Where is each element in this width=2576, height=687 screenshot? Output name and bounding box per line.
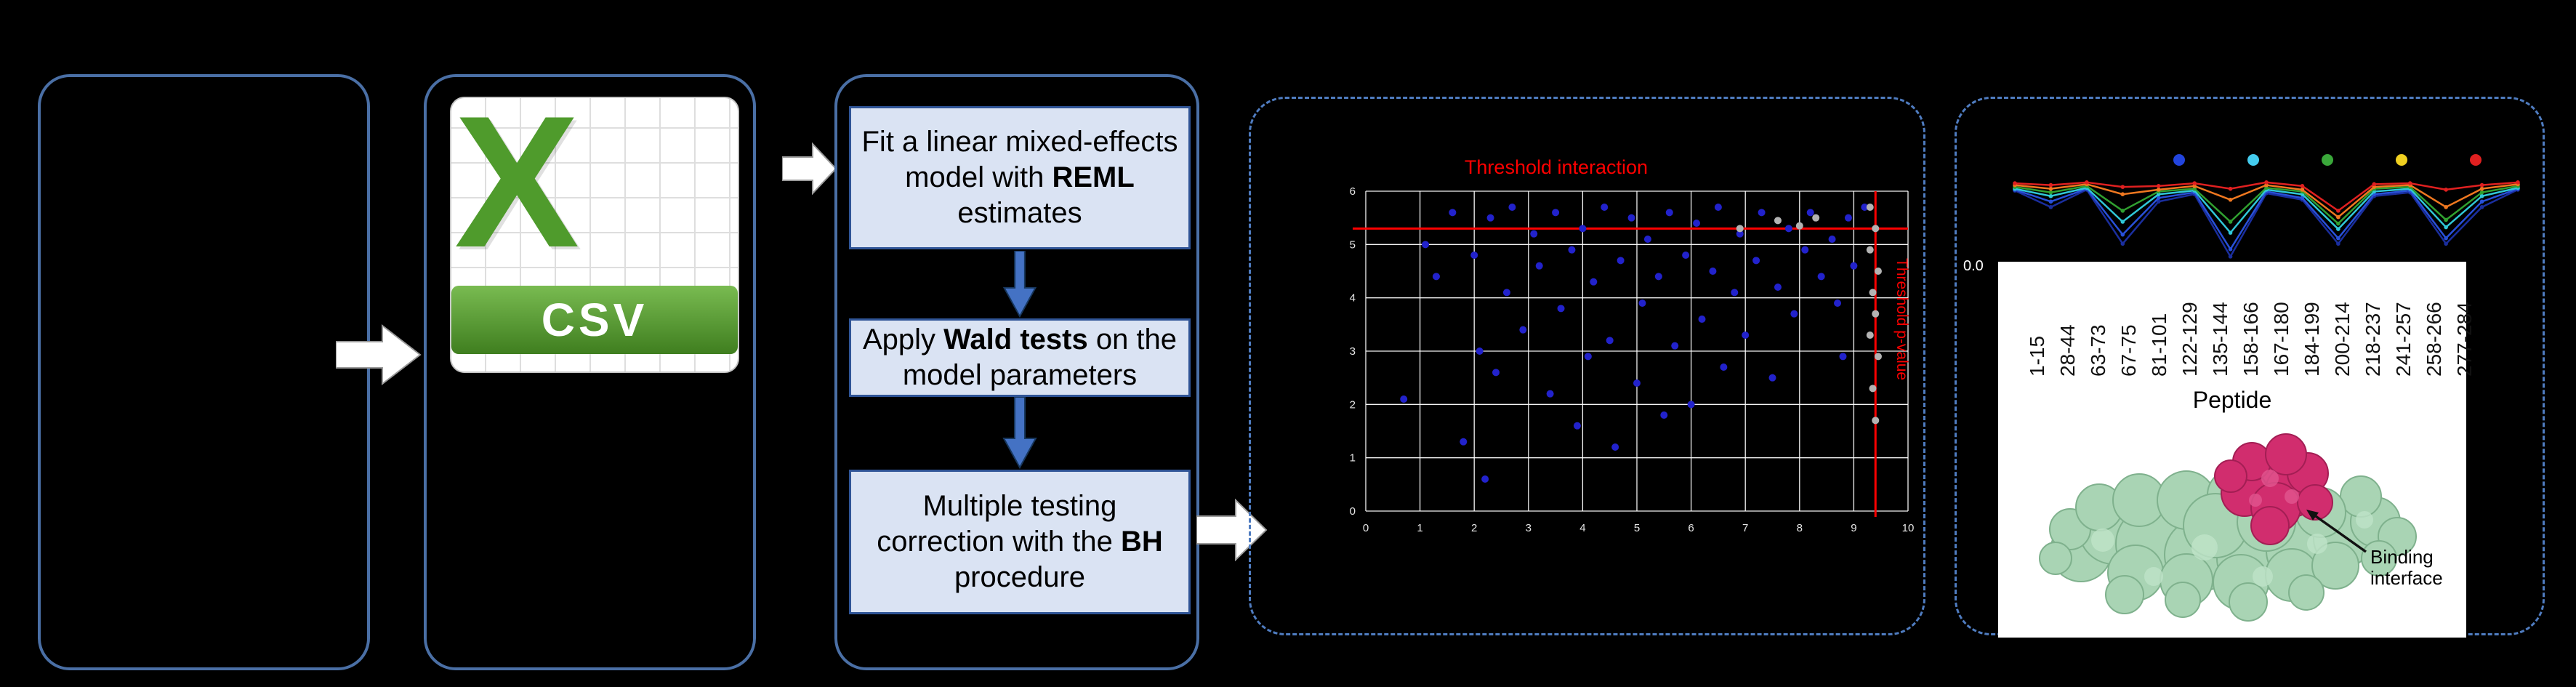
step-text: Apply Wald tests on the model parameters xyxy=(862,324,1178,391)
arrow-down-icon xyxy=(1002,397,1037,470)
peptide-tick-label: 277-284 xyxy=(2453,302,2476,377)
protein-structure xyxy=(2039,433,2417,622)
peptide-tick-label: 28-44 xyxy=(2056,324,2079,377)
threshold-interaction-label: Threshold interaction xyxy=(1464,156,1649,178)
svg-text:5: 5 xyxy=(1634,522,1640,534)
svg-text:6: 6 xyxy=(1350,185,1356,198)
peptide-tick-label: 158-166 xyxy=(2239,302,2262,377)
volcano-scatter-plot: 0 1 2 3 4 5 6 7 8 9 10 0 1 2 3 4 5 6 xyxy=(1350,185,1915,534)
peptide-tick-label: 1-15 xyxy=(2026,335,2048,377)
peptide-tick-label: 218-237 xyxy=(2362,302,2384,377)
peptide-tick-label: 200-214 xyxy=(2331,302,2354,377)
step-wald-tests: Apply Wald tests on the model parameters xyxy=(849,318,1191,397)
peptide-tick-label: 241-257 xyxy=(2392,302,2415,377)
svg-text:4: 4 xyxy=(1350,292,1356,305)
svg-text:0: 0 xyxy=(1363,522,1369,534)
input-box xyxy=(38,74,370,670)
svg-text:3: 3 xyxy=(1526,522,1531,534)
svg-text:1: 1 xyxy=(1350,452,1356,465)
svg-text:9: 9 xyxy=(1851,522,1856,534)
svg-text:7: 7 xyxy=(1742,522,1748,534)
y-axis-zero-label: 0.0 xyxy=(1963,258,1984,274)
svg-text:5: 5 xyxy=(1350,238,1356,251)
svg-text:8: 8 xyxy=(1797,522,1803,534)
step-text: Multiple testing correction with the BH … xyxy=(877,490,1163,593)
peptide-tick-label: 67-75 xyxy=(2117,324,2140,377)
step-bh-correction: Multiple testing correction with the BH … xyxy=(849,470,1191,614)
svg-text:2: 2 xyxy=(1350,398,1356,411)
threshold-pvalue-label: Threshold p-value xyxy=(1893,258,1910,381)
svg-text:6: 6 xyxy=(1688,522,1694,534)
line-series-red xyxy=(2013,180,2520,213)
step-fit-model: Fit a linear mixed-effects model with RE… xyxy=(849,106,1191,249)
volcano-plot-panel: 0 1 2 3 4 5 6 7 8 9 10 0 1 2 3 4 5 6 Threshold interactio… xyxy=(1249,97,1925,635)
csv-file-icon: X CSV xyxy=(450,97,739,373)
results-panel: 0.0 1-15 28-44 63-73 67-75 81-101 122-129 135-… xyxy=(1955,97,2545,638)
csv-page: X CSV xyxy=(450,97,739,373)
svg-text:1: 1 xyxy=(1417,522,1422,534)
deuteration-line-chart xyxy=(2013,154,2520,259)
excel-x-logo: X xyxy=(454,97,580,286)
arrow-right-icon xyxy=(336,324,422,385)
scatter-points-grey xyxy=(1736,204,1882,425)
peptide-tick-label: 135-144 xyxy=(2209,302,2231,377)
svg-text:2: 2 xyxy=(1471,522,1477,534)
protein-surface-highlights xyxy=(2091,511,2373,587)
svg-text:4: 4 xyxy=(1579,522,1585,534)
csv-banner: CSV xyxy=(451,286,738,354)
peptide-tick-label: 184-199 xyxy=(2301,302,2323,377)
threshold-lines xyxy=(1353,191,1908,517)
condition-legend-dots xyxy=(2173,154,2482,166)
binding-interface-highlights xyxy=(2249,470,2299,507)
svg-text:3: 3 xyxy=(1350,345,1356,358)
peptide-structure-panel: 1-15 28-44 63-73 67-75 81-101 122-129 135-144 1… xyxy=(1998,262,2476,638)
binding-interface-label: Binding interface xyxy=(2370,546,2443,590)
peptide-axis-title: Peptide xyxy=(2192,387,2272,413)
csv-box: X CSV xyxy=(424,74,756,670)
svg-text:0: 0 xyxy=(1350,505,1356,518)
line-series-dark-blue xyxy=(2013,188,2520,259)
peptide-tick-label: 81-101 xyxy=(2148,313,2170,377)
peptide-tick-label: 167-180 xyxy=(2270,302,2293,377)
csv-banner-label: CSV xyxy=(541,294,648,346)
scatter-points-blue xyxy=(1400,204,1869,483)
arrow-right-icon xyxy=(782,142,837,195)
scatter-grid: 0 1 2 3 4 5 6 7 8 9 10 0 1 2 3 4 5 6 xyxy=(1350,185,1915,534)
model-steps-box: Fit a linear mixed-effects model with RE… xyxy=(834,74,1199,670)
peptide-tick-label: 258-266 xyxy=(2423,302,2445,377)
peptide-tick-label: 63-73 xyxy=(2087,324,2109,377)
arrow-down-icon xyxy=(1002,251,1037,318)
peptide-tick-label: 122-129 xyxy=(2178,302,2201,377)
binding-arrow xyxy=(2306,510,2367,553)
step-text: Fit a linear mixed-effects model with RE… xyxy=(861,126,1178,229)
svg-text:10: 10 xyxy=(1902,522,1915,534)
